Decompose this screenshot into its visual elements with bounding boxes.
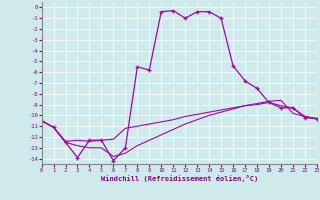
X-axis label: Windchill (Refroidissement éolien,°C): Windchill (Refroidissement éolien,°C) [100,175,258,182]
